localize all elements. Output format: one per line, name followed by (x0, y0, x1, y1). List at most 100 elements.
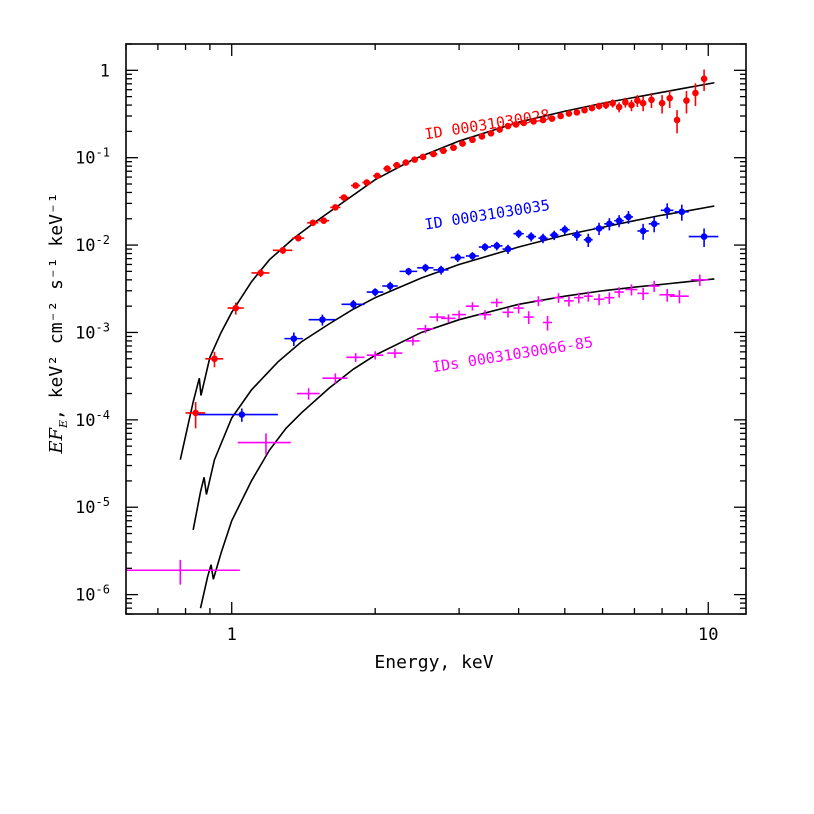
data-point (478, 243, 491, 252)
point-marker (232, 304, 240, 312)
point-marker (320, 217, 328, 225)
point-marker (609, 99, 616, 107)
data-point (683, 90, 690, 114)
data-point (674, 204, 689, 221)
data-point (614, 287, 624, 298)
point-marker (648, 96, 655, 104)
y-tick-label-base: 10 (75, 323, 95, 343)
data-point (572, 230, 582, 241)
point-marker (700, 233, 708, 240)
y-axis-label-prefix: EF (46, 426, 67, 454)
data-point (659, 288, 675, 302)
point-marker (192, 409, 199, 417)
point-marker (454, 254, 462, 261)
data-point (419, 153, 427, 161)
point-marker (383, 165, 391, 172)
data-point (574, 292, 584, 304)
data-point (227, 302, 244, 315)
data-point (563, 295, 574, 307)
series-1 (179, 69, 715, 460)
point-marker (548, 115, 556, 122)
point-marker (440, 147, 447, 155)
point-marker (527, 233, 535, 240)
point-marker (393, 161, 401, 169)
data-point (513, 303, 524, 314)
data-point (526, 232, 536, 242)
point-marker (639, 99, 647, 107)
data-point (383, 165, 392, 172)
data-point (530, 118, 537, 125)
data-point (465, 252, 479, 261)
data-point (557, 112, 564, 120)
y-tick-label-base: 10 (75, 149, 95, 169)
data-point (688, 228, 719, 248)
y-tick-label: 10-2 (75, 233, 110, 256)
y-tick-label-base: 10 (75, 586, 95, 606)
data-point (623, 211, 633, 224)
data-point (346, 353, 365, 362)
data-point (205, 351, 224, 368)
data-point (382, 281, 398, 291)
point-marker (539, 116, 547, 124)
data-point (700, 69, 708, 91)
data-point (692, 83, 699, 107)
point-marker (683, 97, 690, 104)
data-point (459, 140, 466, 147)
y-tick-label-base: 10 (75, 236, 95, 256)
data-point (595, 102, 603, 110)
data-point (362, 179, 371, 186)
data-point (565, 110, 573, 117)
data-point (583, 233, 593, 248)
data-point (366, 351, 384, 360)
point-marker (550, 231, 558, 239)
point-marker (530, 118, 537, 125)
data-point (429, 150, 438, 158)
data-point (637, 223, 649, 240)
x-tick-label: 1 (227, 625, 237, 645)
data-point (198, 408, 278, 422)
data-point (125, 559, 240, 585)
data-point (648, 280, 660, 293)
point-marker (539, 234, 547, 242)
series-3 (125, 274, 715, 609)
x-tick-label: 10 (698, 625, 718, 645)
point-marker (512, 121, 520, 128)
point-marker (481, 243, 489, 251)
point-marker (634, 97, 641, 104)
point-marker (628, 101, 635, 109)
data-point (614, 215, 624, 228)
point-marker (663, 207, 671, 214)
data-point (478, 133, 486, 140)
data-point (318, 217, 329, 225)
point-marker (496, 126, 503, 133)
data-point (602, 101, 610, 110)
point-marker (557, 112, 564, 120)
data-point (284, 332, 303, 346)
point-marker (595, 102, 603, 110)
data-point (429, 313, 445, 322)
data-point (307, 219, 319, 227)
y-tick-label: 10-3 (75, 320, 110, 343)
point-marker (363, 179, 371, 186)
data-point (308, 314, 336, 326)
data-point (581, 106, 588, 114)
data-point (330, 204, 341, 211)
data-point (543, 315, 553, 331)
point-marker (493, 242, 501, 250)
data-point (609, 99, 616, 108)
point-marker (581, 106, 588, 114)
data-point (469, 136, 476, 144)
data-point (237, 433, 291, 455)
point-marker (340, 194, 348, 201)
data-point (450, 253, 465, 263)
data-point (583, 291, 593, 302)
data-point (393, 161, 401, 169)
point-marker (211, 355, 218, 363)
y-tick-label-exponent: -2 (96, 233, 110, 247)
data-point (417, 324, 434, 334)
data-point (666, 90, 674, 109)
point-marker (373, 172, 381, 180)
point-marker (692, 89, 699, 97)
point-marker (478, 133, 486, 140)
